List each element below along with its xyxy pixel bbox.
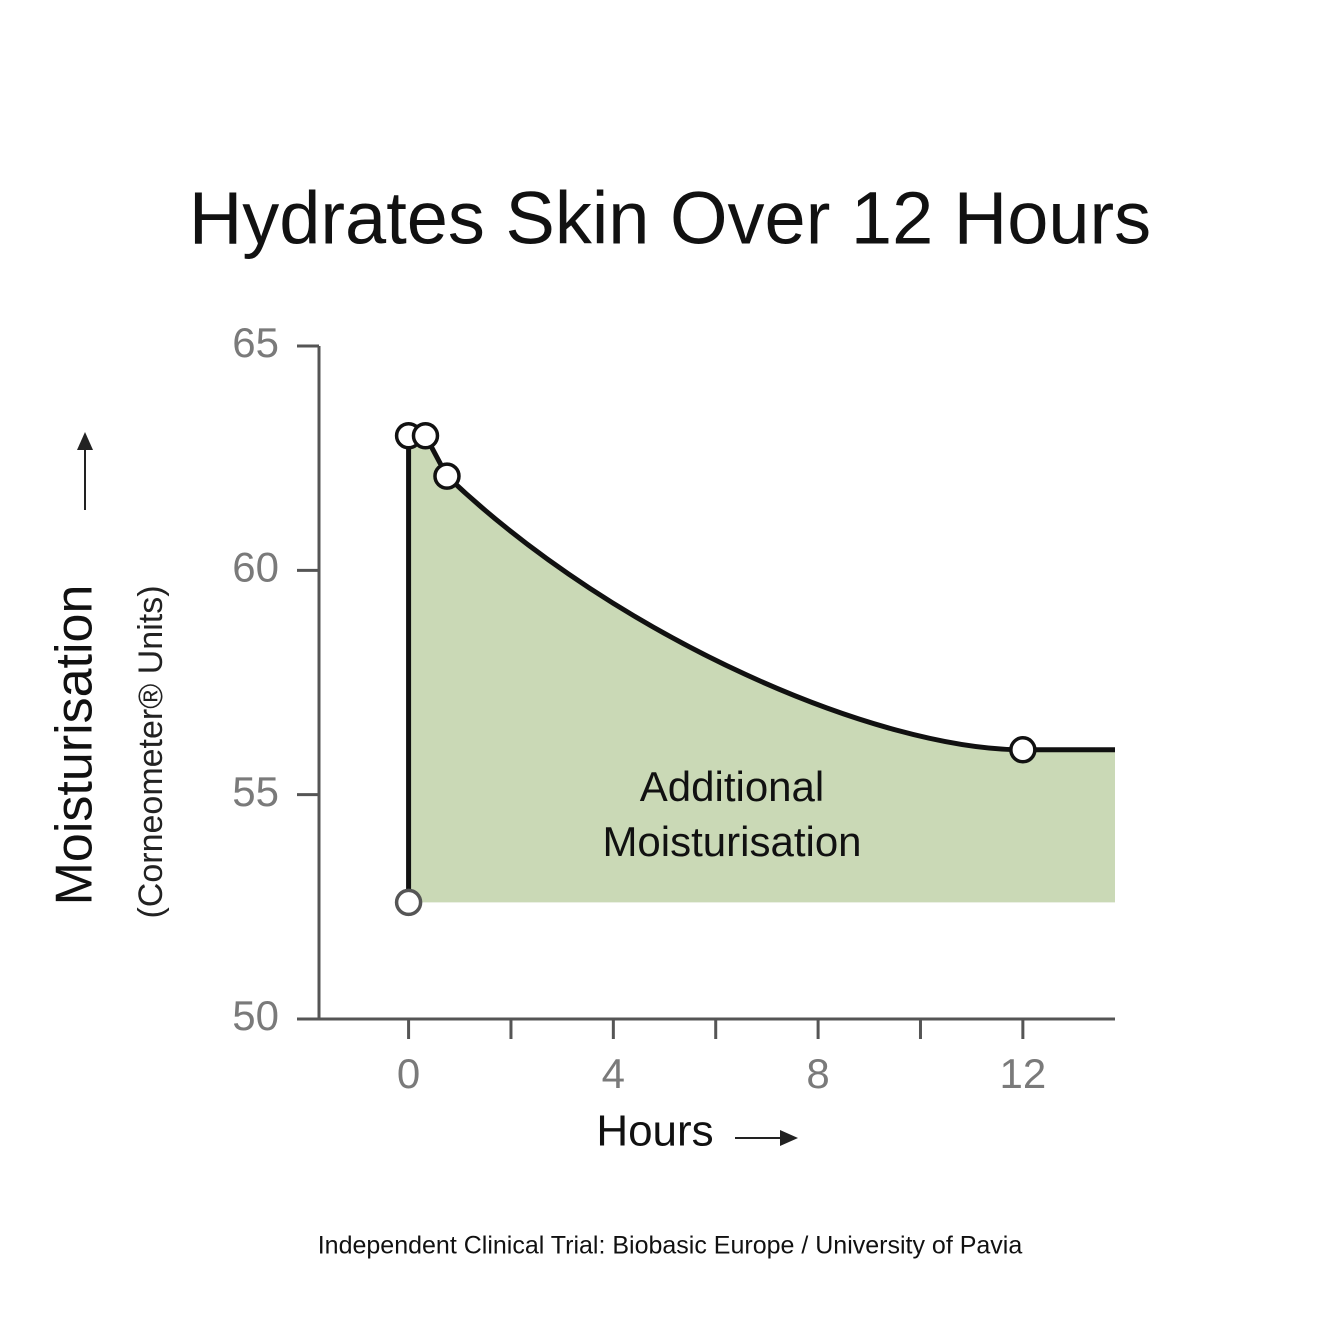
x-tick-label: 4 bbox=[602, 1050, 625, 1097]
y-arrow bbox=[77, 432, 93, 510]
footnote: Independent Clinical Trial: Biobasic Eur… bbox=[318, 1232, 1023, 1260]
line bbox=[406, 433, 1115, 903]
data-point bbox=[411, 421, 440, 450]
y-axis-sublabel: (Corneometer® Units) bbox=[132, 585, 170, 918]
data-point bbox=[1009, 736, 1037, 764]
data-point bbox=[394, 888, 423, 917]
area-fill bbox=[408, 435, 1115, 903]
x-arrow bbox=[735, 1130, 798, 1146]
y-tick-label: 65 bbox=[232, 319, 279, 366]
y-tick-label: 55 bbox=[232, 768, 279, 815]
x-axis-label: Hours bbox=[596, 1107, 713, 1156]
annotation: Moisturisation bbox=[602, 818, 861, 865]
x-tick-label: 12 bbox=[999, 1050, 1046, 1097]
x-tick-label: 0 bbox=[397, 1050, 420, 1097]
annotation: Additional bbox=[640, 763, 824, 810]
chart-title: Hydrates Skin Over 12 Hours bbox=[189, 177, 1151, 260]
y-tick-label: 60 bbox=[232, 543, 279, 590]
y-tick-label: 50 bbox=[232, 992, 279, 1039]
y-axis-label: Moisturisation bbox=[46, 585, 104, 906]
x-tick-label: 8 bbox=[806, 1050, 829, 1097]
data-point bbox=[433, 462, 461, 490]
